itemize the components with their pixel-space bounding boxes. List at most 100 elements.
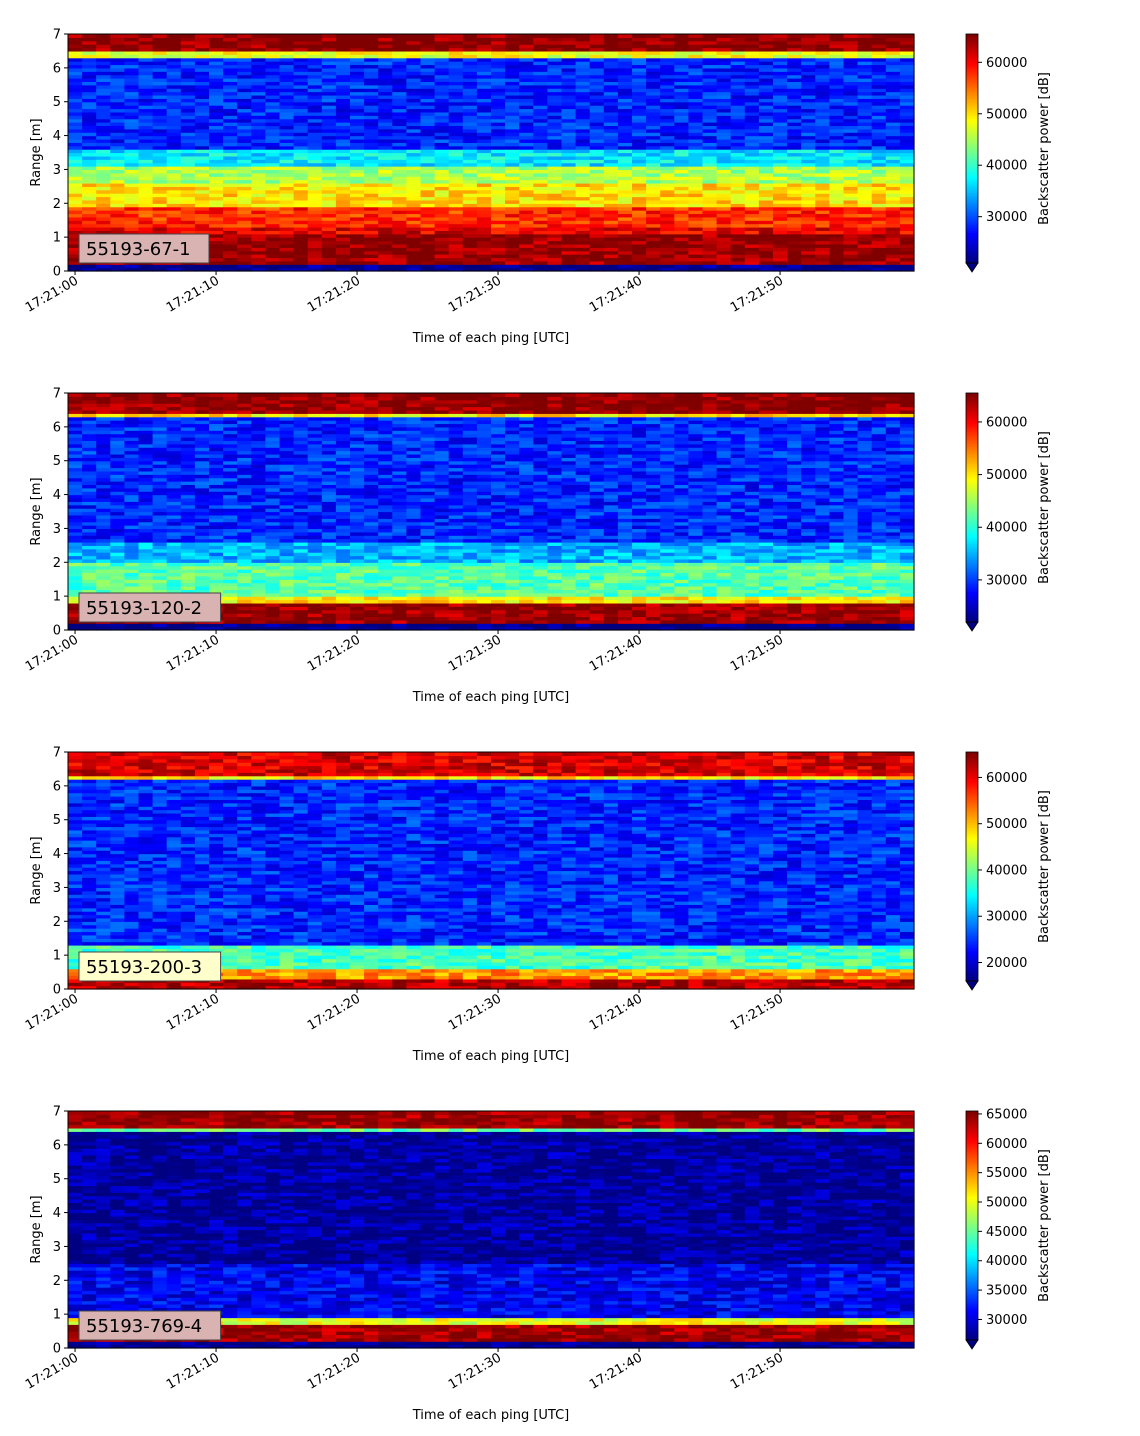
heatmap-cell [82, 57, 97, 62]
heatmap-cell [758, 264, 774, 269]
heatmap-cell [265, 37, 281, 42]
heatmap-cell [434, 145, 450, 150]
heatmap-cell [110, 152, 125, 157]
heatmap-cell [519, 189, 534, 194]
heatmap-cell [166, 172, 182, 177]
heatmap-cell [180, 193, 196, 198]
heatmap-cell [491, 118, 506, 123]
heatmap-cell [138, 71, 154, 76]
heatmap-cell [350, 122, 365, 127]
heatmap-cell [632, 237, 647, 242]
heatmap-cell [462, 78, 478, 82]
heatmap-cell [96, 64, 111, 69]
heatmap-cell [547, 193, 563, 198]
heatmap-cell [505, 37, 520, 42]
heatmap-cell [392, 74, 407, 79]
heatmap-cell [180, 149, 196, 154]
heatmap-cell [660, 216, 675, 221]
heatmap-cell [646, 254, 661, 259]
heatmap-cell [209, 189, 224, 194]
heatmap-cell [434, 98, 450, 103]
heatmap-cell [561, 267, 577, 272]
heatmap-cell [561, 57, 577, 62]
heatmap-cell [688, 105, 704, 110]
heatmap-cell [279, 145, 295, 150]
heatmap-cell [350, 34, 365, 38]
heatmap-cell [279, 135, 295, 140]
heatmap-cell [533, 47, 548, 52]
heatmap-cell [96, 94, 111, 99]
heatmap-cell [476, 57, 492, 62]
heatmap-cell [519, 213, 534, 218]
heatmap-cell [843, 125, 859, 130]
heatmap-cell [476, 162, 492, 167]
heatmap-cell [533, 135, 548, 140]
heatmap-cell [476, 210, 492, 215]
heatmap-cell [223, 125, 238, 130]
heatmap-cell [110, 61, 125, 66]
heatmap-cell [843, 115, 859, 120]
heatmap-cell [730, 78, 746, 82]
heatmap-cell [392, 94, 407, 99]
y-axis-label: Range [m] [29, 118, 44, 186]
heatmap-cell [237, 172, 252, 177]
heatmap-cell [899, 240, 915, 245]
heatmap-cell [350, 71, 365, 76]
heatmap-cell [589, 74, 605, 79]
heatmap-cell [237, 216, 252, 221]
heatmap-cell [96, 145, 111, 150]
heatmap-cell [476, 115, 492, 120]
heatmap-cell [180, 206, 196, 211]
heatmap-cell [364, 61, 379, 66]
heatmap-cell [209, 71, 224, 76]
heatmap-cell [392, 67, 407, 72]
heatmap-cell [773, 44, 788, 49]
heatmap-cell [110, 159, 125, 164]
heatmap-cell [68, 226, 83, 231]
heatmap-cell [293, 199, 309, 204]
heatmap-cell [871, 57, 887, 62]
heatmap-cell [575, 250, 591, 255]
heatmap-cell [744, 162, 760, 167]
heatmap-cell [321, 101, 337, 106]
heatmap-cell [603, 210, 619, 215]
heatmap-cell [448, 67, 464, 72]
heatmap-cell [815, 243, 830, 248]
heatmap-cell [82, 50, 97, 55]
heatmap-cell [434, 50, 450, 55]
heatmap-cell [702, 91, 718, 96]
heatmap-cell [702, 213, 718, 218]
heatmap-cell [646, 182, 661, 187]
heatmap-cell [603, 118, 619, 123]
heatmap-cell [646, 220, 661, 225]
heatmap-cell [293, 74, 309, 79]
heatmap-cell [279, 142, 295, 147]
heatmap-cell [138, 226, 154, 231]
heatmap-cell [335, 101, 351, 106]
heatmap-cell [209, 226, 224, 231]
heatmap-cell [519, 155, 534, 160]
heatmap-cell [364, 169, 379, 174]
heatmap-cell [561, 250, 577, 255]
heatmap-cell [871, 135, 887, 140]
heatmap-cell [646, 145, 661, 150]
heatmap-cell [476, 206, 492, 211]
heatmap-cell [68, 193, 83, 198]
heatmap-cell [180, 210, 196, 215]
heatmap-cell [138, 128, 154, 133]
heatmap-cell [350, 213, 365, 218]
heatmap-cell [110, 172, 125, 177]
heatmap-cell [702, 54, 718, 59]
heatmap-cell [505, 220, 520, 225]
heatmap-cell [364, 267, 379, 272]
heatmap-cell [251, 74, 266, 79]
heatmap-cell [265, 179, 281, 184]
heatmap-cell [829, 230, 845, 235]
heatmap-cell [406, 142, 422, 147]
heatmap-cell [82, 220, 97, 225]
heatmap-cell [787, 172, 802, 177]
heatmap-cell [730, 145, 746, 150]
heatmap-cell [138, 213, 154, 218]
heatmap-cell [223, 118, 238, 123]
heatmap-cell [307, 152, 323, 157]
